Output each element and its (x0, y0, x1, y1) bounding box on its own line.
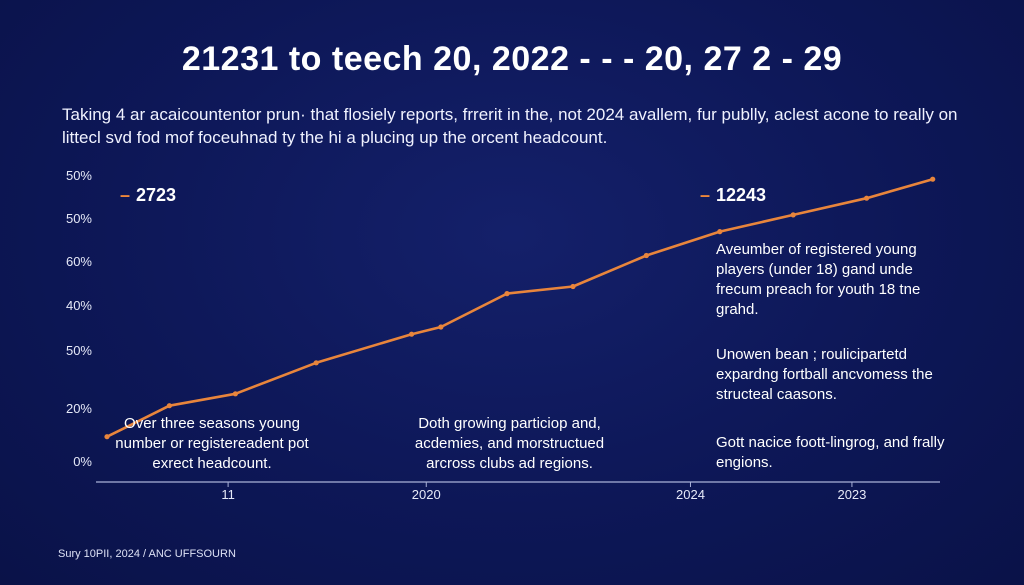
data-point (930, 176, 936, 182)
data-point (864, 195, 870, 201)
data-point (570, 283, 576, 290)
annotation-left-bottom: Over three seasons young number or regis… (115, 415, 309, 472)
data-point (438, 324, 444, 330)
right-value-text: 12243 (716, 185, 767, 205)
x-tick-label: 2020 (412, 487, 441, 502)
data-point (313, 360, 319, 366)
data-point (790, 212, 796, 218)
data-point (166, 403, 172, 409)
annotation-right-bottom: Gott nacice foott-lingrog, and frally en… (716, 434, 945, 471)
left-value-label: –2723 (120, 185, 177, 205)
y-axis-ticks: 50% 50% 60% 40% 50% 20% 0% (66, 168, 92, 469)
chart-title: 21231 to teech 20, 2022 - - - 20, 27 2 -… (181, 40, 843, 78)
annotation-right-middle: Unowen bean ; roulicipartetd expardng fo… (716, 346, 933, 403)
annotation-right-top: Aveumber of registered young players (un… (716, 241, 921, 318)
y-tick-label: 50% (66, 343, 92, 358)
annotation-center-bottom: Doth growing particiop and, acdemies, an… (414, 415, 605, 472)
y-tick-label: 50% (66, 211, 92, 226)
x-tick-label: 11 (221, 487, 235, 502)
right-value-label: –12243 (700, 185, 767, 205)
data-point (104, 434, 110, 440)
y-tick-label: 50% (66, 168, 92, 183)
x-tick-label: 2024 (676, 487, 705, 502)
y-tick-label: 40% (66, 298, 92, 313)
x-tick-label: 2023 (837, 487, 866, 502)
data-point (504, 291, 510, 297)
x-axis-ticks: 11 2020 2024 2023 (221, 482, 866, 502)
data-point (409, 331, 415, 337)
y-tick-label: 20% (66, 401, 92, 416)
series-group (104, 176, 936, 440)
source-note: Sury 10PII, 2024 / ANC UFFSOURN (58, 548, 236, 560)
y-tick-label: 60% (66, 254, 92, 269)
data-point (643, 252, 650, 259)
data-point (232, 391, 238, 397)
chart-subtitle: Taking 4 ar acaicountentor prun· that fl… (62, 105, 958, 147)
data-point (717, 229, 723, 235)
left-value-text: 2723 (136, 185, 177, 205)
y-tick-label: 0% (73, 454, 92, 469)
